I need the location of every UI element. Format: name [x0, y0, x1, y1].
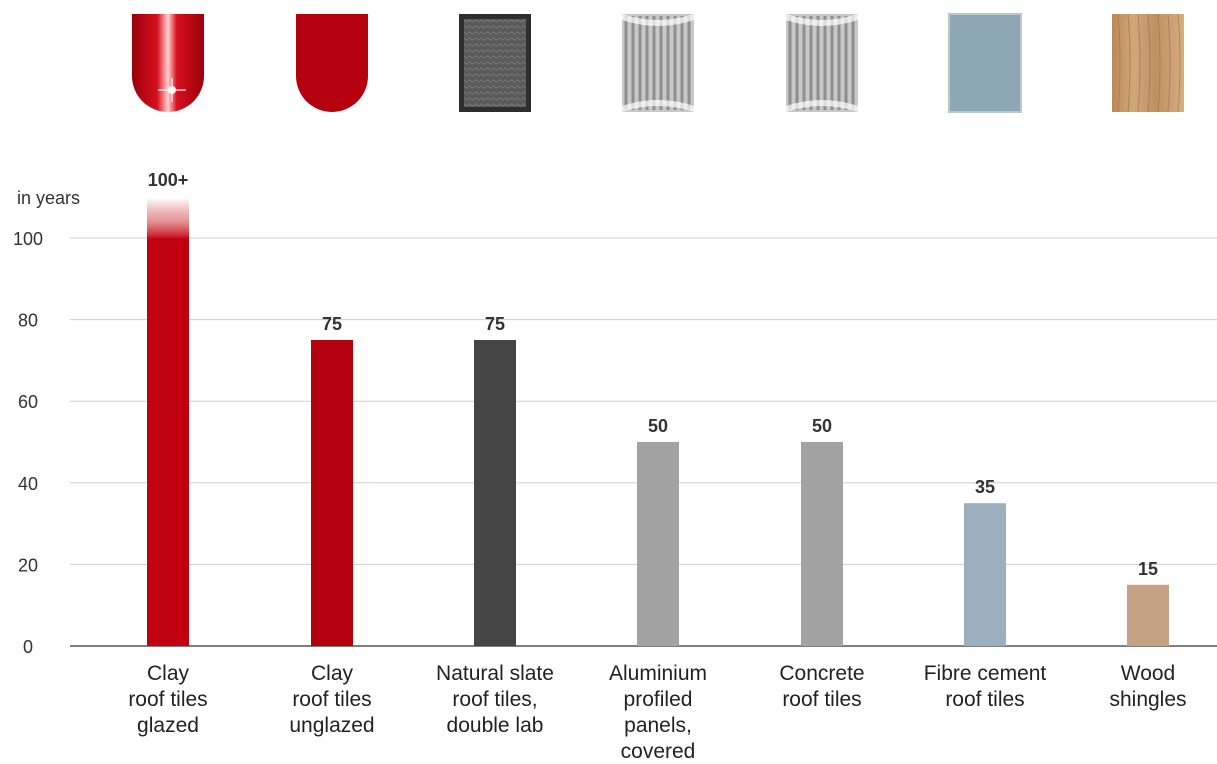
category-label-line: Wood — [1121, 662, 1175, 685]
category-label-line: roof tiles — [945, 688, 1024, 711]
category-label: Concrete roof tiles — [779, 662, 864, 711]
concrete-tile-icon — [786, 14, 858, 112]
category-label-line: Natural slate — [436, 662, 554, 685]
y-tick-label: 100 — [13, 229, 43, 249]
bar — [1127, 584, 1169, 646]
y-axis-label: in years — [17, 188, 80, 208]
category-label-line: Aluminium — [609, 662, 707, 685]
bar — [637, 442, 679, 646]
category-label-line: shingles — [1109, 688, 1186, 711]
category-label-line: Fibre cement — [924, 662, 1047, 685]
category-label-line: profiled — [624, 688, 693, 711]
category-label: Wood shingles — [1109, 662, 1186, 711]
category-label-line: roof tiles — [128, 688, 207, 711]
y-tick-label: 20 — [18, 555, 38, 575]
unglazed-clay-tile-icon — [296, 14, 368, 112]
category-label-line: unglazed — [289, 714, 374, 737]
y-tick-label: 60 — [18, 392, 38, 412]
value-label: 75 — [485, 314, 505, 334]
category-label-line: double lab — [447, 714, 544, 737]
category-label-line: roof tiles — [292, 688, 371, 711]
value-label: 35 — [975, 477, 995, 497]
value-label: 100+ — [148, 170, 189, 190]
category-label-line: Clay — [147, 662, 190, 685]
category-label-line: roof tiles — [782, 688, 861, 711]
category-label: Clay roof tiles glazed — [128, 662, 207, 737]
category-labels: Clay roof tiles glazed Clay roof tiles unglaz… — [128, 662, 1186, 763]
category-label: Clay roof tiles unglazed — [289, 662, 374, 737]
bar — [801, 442, 843, 646]
y-tick-label: 0 — [23, 637, 33, 657]
bar — [474, 340, 516, 646]
category-label-line: roof tiles, — [452, 688, 537, 711]
category-label: Natural slate roof tiles, double lab — [436, 662, 554, 737]
grid-lines — [70, 237, 1217, 565]
bars — [147, 198, 1169, 646]
aluminium-panel-icon — [622, 14, 694, 112]
glazed-clay-tile-icon — [132, 14, 204, 112]
material-icons — [132, 13, 1184, 113]
category-label-line: glazed — [137, 714, 199, 737]
wood-shingle-icon — [1112, 13, 1184, 113]
value-label: 75 — [322, 314, 342, 334]
value-label: 50 — [812, 416, 832, 436]
slate-tile-icon — [459, 14, 531, 112]
bar-fade-extension — [147, 198, 189, 240]
category-label-line: Clay — [311, 662, 354, 685]
y-tick-label: 40 — [18, 474, 38, 494]
category-label: Aluminium profiled panels, covered — [609, 662, 707, 763]
bar — [964, 503, 1006, 646]
bar — [147, 238, 189, 646]
category-label-line: Concrete — [779, 662, 864, 685]
y-tick-labels: 0 20 40 60 80 100 — [13, 229, 43, 657]
fibre-cement-tile-icon — [948, 13, 1022, 113]
value-label: 15 — [1138, 559, 1158, 579]
category-label: Fibre cement roof tiles — [924, 662, 1047, 711]
y-tick-label: 80 — [18, 311, 38, 331]
bar — [311, 340, 353, 646]
category-label-line: panels, — [624, 714, 692, 737]
value-label: 50 — [648, 416, 668, 436]
category-label-line: covered — [621, 740, 696, 763]
value-labels: 100+ 75 75 50 50 35 15 — [148, 170, 1158, 579]
